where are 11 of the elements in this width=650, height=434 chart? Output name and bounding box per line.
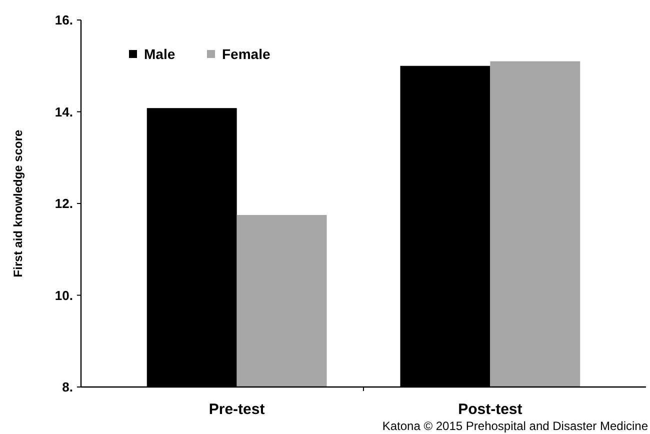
y-tick-label: 12. [54, 196, 73, 212]
y-tick-label: 14. [54, 104, 73, 120]
y-tick-label: 8. [62, 380, 73, 395]
y-tick-label: 16. [54, 12, 73, 28]
x-tick-label: Post-test [458, 401, 522, 418]
y-tick-label: 10. [54, 288, 73, 303]
x-tick-label: Pre-test [208, 401, 265, 418]
legend-label: Male [144, 46, 176, 62]
text: Katona © 2015 Prehospital and Disaster Medicine [382, 419, 648, 433]
y-axis-title: First aid knowledge score [11, 129, 25, 278]
legend-label: Female [222, 46, 270, 62]
